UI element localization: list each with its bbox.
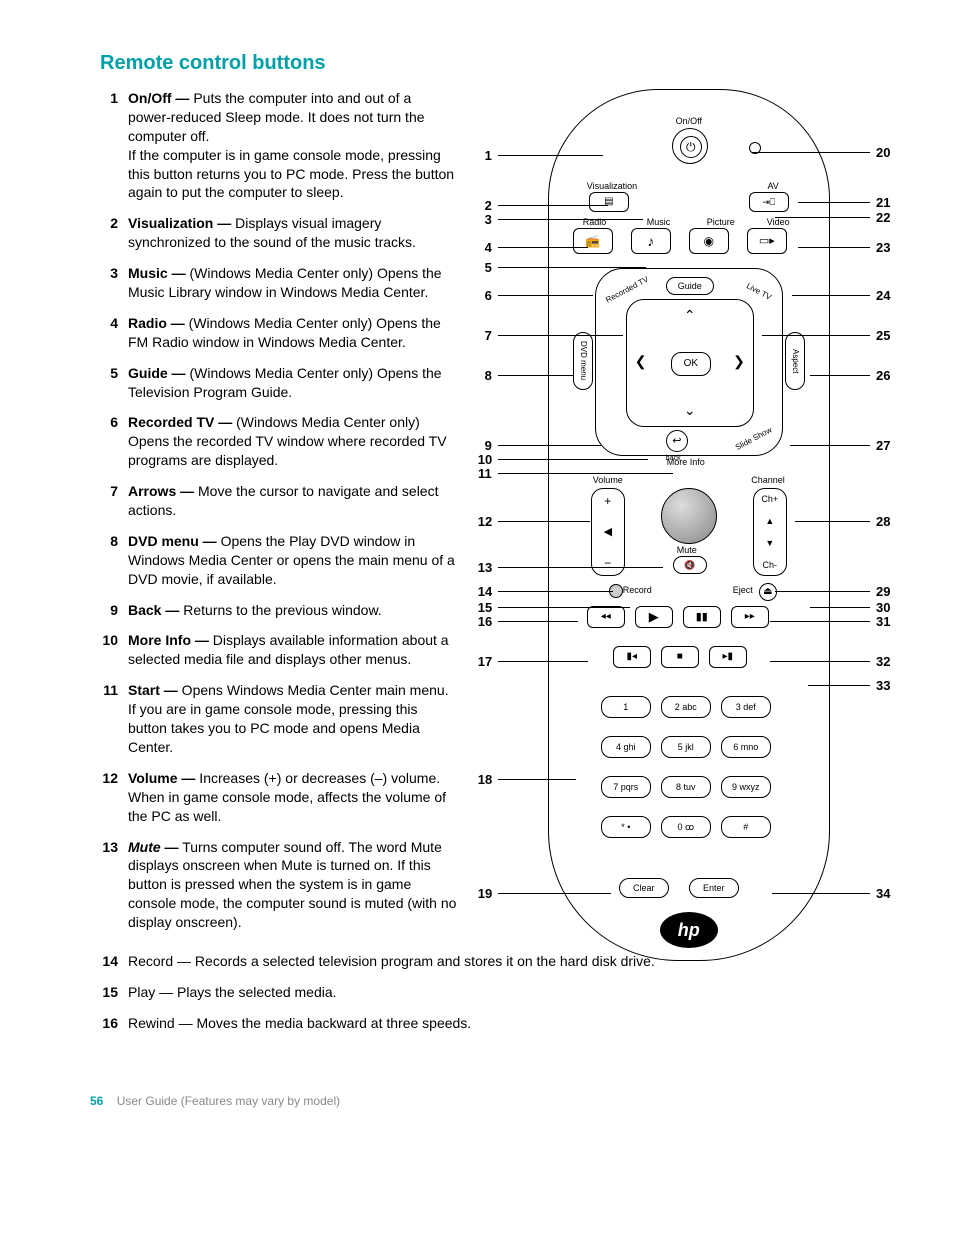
callout-1: 1 [478, 147, 603, 165]
keypad-2: 3 def [721, 696, 771, 718]
btn-guide: Guide [666, 277, 714, 295]
keypad-4: 5 jkl [661, 736, 711, 758]
label-livetv: Live TV [744, 281, 773, 303]
desc-item: 15Play — Plays the selected media. [90, 983, 894, 1002]
callout-26: 26 [810, 367, 894, 385]
btn-prev: ▮◂ [613, 646, 651, 668]
btn-channel: Ch+▲▼Ch- [753, 488, 787, 576]
callout-20: 20 [752, 144, 894, 162]
desc-item: 13Mute — Turns computer sound off. The w… [90, 838, 458, 932]
content-row: 1On/Off — Puts the computer into and out… [60, 89, 894, 944]
callout-19: 19 [478, 885, 611, 903]
label-record: Record [623, 584, 652, 596]
btn-play: ▶ [635, 606, 673, 628]
keypad-11: # [721, 816, 771, 838]
keypad-8: 9 wxyz [721, 776, 771, 798]
nav-inner: ⌃ ⌄ ❮ ❯ OK [626, 299, 754, 427]
desc-item: 11Start — Opens Windows Media Center mai… [90, 681, 458, 757]
btn-onoff: ⏻ [672, 128, 708, 164]
callout-14: 14 [478, 583, 613, 601]
desc-item: 6Recorded TV — (Windows Media Center onl… [90, 413, 458, 470]
keypad-9: * • [601, 816, 651, 838]
desc-item: 14Record — Records a selected television… [90, 952, 894, 971]
callout-7: 7 [478, 327, 623, 345]
btn-next: ▸▮ [709, 646, 747, 668]
keypad-1: 2 abc [661, 696, 711, 718]
callout-3: 3 [478, 211, 643, 229]
page-footer: 56 User Guide (Features may vary by mode… [60, 1093, 894, 1109]
btn-enter: Enter [689, 878, 739, 898]
callout-11: 11 [478, 465, 673, 483]
callout-22: 22 [775, 209, 894, 227]
keypad-3: 4 ghi [601, 736, 651, 758]
btn-picture: ◉ [689, 228, 729, 254]
callout-17: 17 [478, 653, 588, 671]
keypad-10: 0 ꝏ [661, 816, 711, 838]
label-av: AV [767, 180, 778, 192]
desc-item: 8DVD menu — Opens the Play DVD window in… [90, 532, 458, 589]
callout-24: 24 [792, 287, 894, 305]
btn-clear: Clear [619, 878, 669, 898]
callout-31: 31 [770, 613, 894, 631]
desc-item: 1On/Off — Puts the computer into and out… [90, 89, 458, 202]
callout-16: 16 [478, 613, 578, 631]
desc-item: 9Back — Returns to the previous window. [90, 601, 458, 620]
keypad-5: 6 mno [721, 736, 771, 758]
page-heading: Remote control buttons [100, 50, 894, 77]
arrow-down-icon: ⌄ [627, 401, 753, 420]
label-music: Music [647, 216, 671, 228]
callout-34: 34 [772, 885, 894, 903]
label-picture: Picture [707, 216, 735, 228]
footer-text: User Guide (Features may vary by model) [117, 1094, 340, 1108]
label-slideshow: Slide Show [734, 425, 774, 453]
logo: hp [660, 912, 718, 948]
desc-item: 4Radio — (Windows Media Center only) Ope… [90, 314, 458, 352]
descriptions-col: 1On/Off — Puts the computer into and out… [90, 89, 458, 944]
callout-32: 32 [770, 653, 894, 671]
btn-video: ▭▸ [747, 228, 787, 254]
desc-item: 16Rewind — Moves the media backward at t… [90, 1014, 894, 1033]
callout-5: 5 [478, 259, 646, 277]
arrow-up-icon: ⌃ [627, 306, 753, 325]
callout-33: 33 [808, 677, 894, 695]
callout-25: 25 [762, 327, 894, 345]
callout-8: 8 [478, 367, 573, 385]
desc-item: 10More Info — Displays available informa… [90, 631, 458, 669]
desc-item: 5Guide — (Windows Media Center only) Ope… [90, 364, 458, 402]
callout-29: 29 [775, 583, 894, 601]
keypad-7: 8 tuv [661, 776, 711, 798]
label-channel: Channel [751, 474, 785, 486]
callout-18: 18 [478, 771, 576, 789]
btn-back: ↩ [666, 430, 688, 452]
callout-12: 12 [478, 513, 590, 531]
arrow-right-icon: ❯ [733, 352, 745, 371]
desc-item: 2Visualization — Displays visual imagery… [90, 214, 458, 252]
label-onoff: On/Off [549, 115, 829, 127]
callout-6: 6 [478, 287, 593, 305]
btn-music: ♪ [631, 228, 671, 254]
page-number: 56 [90, 1094, 103, 1108]
callout-4: 4 [478, 239, 588, 257]
callout-27: 27 [790, 437, 894, 455]
callout-23: 23 [798, 239, 894, 257]
btn-stop: ■ [661, 646, 699, 668]
label-visualization: Visualization [587, 180, 637, 192]
keypad-6: 7 pqrs [601, 776, 651, 798]
callout-13: 13 [478, 559, 663, 577]
desc-item: 7Arrows — Move the cursor to navigate an… [90, 482, 458, 520]
nav-diamond: Guide Recorded TV Live TV ⌃ ⌄ ❮ ❯ OK ↩ b… [595, 268, 783, 456]
label-mute: Mute [677, 544, 697, 556]
btn-pause: ▮▮ [683, 606, 721, 628]
desc-item: 3Music — (Windows Media Center only) Ope… [90, 264, 458, 302]
label-eject: Eject [733, 584, 753, 596]
desc-item: 12Volume — Increases (+) or decreases (–… [90, 769, 458, 826]
btn-start [661, 488, 717, 544]
btn-ok: OK [671, 352, 711, 376]
btn-mute: 🔇 [673, 556, 707, 574]
btn-fwd: ▸▸ [731, 606, 769, 628]
keypad-0: 1 [601, 696, 651, 718]
full-width-descriptions: 14Record — Records a selected television… [90, 952, 894, 1033]
callout-28: 28 [795, 513, 894, 531]
arrow-left-icon: ❮ [635, 352, 647, 371]
